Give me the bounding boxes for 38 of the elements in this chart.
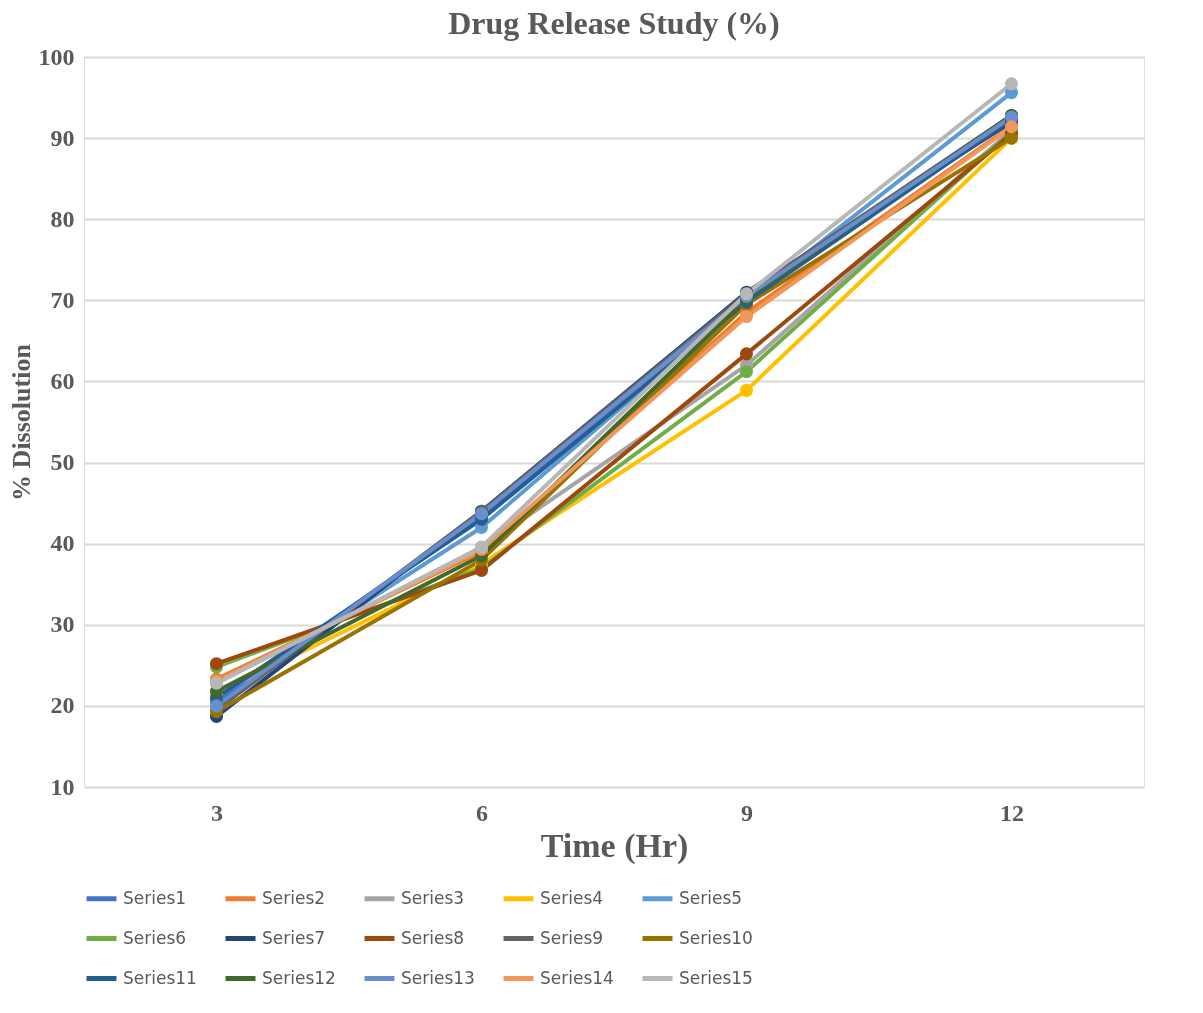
- legend-label: Series5: [679, 887, 743, 908]
- y-tick-label: 60: [50, 367, 75, 394]
- y-tick-label: 30: [50, 611, 75, 638]
- legend-label: Series10: [679, 927, 753, 948]
- y-tick-label: 50: [50, 449, 75, 476]
- legend-label: Series7: [262, 927, 326, 948]
- point: [739, 347, 754, 361]
- legend-label: Series4: [540, 887, 604, 908]
- legend-label: Series3: [401, 887, 465, 908]
- y-tick-label: 70: [50, 286, 75, 313]
- x-tick-label: 9: [741, 799, 753, 826]
- y-tick-label: 90: [50, 124, 75, 151]
- y-tick-label: 100: [38, 43, 75, 70]
- legend-label: Series13: [401, 967, 475, 988]
- legend-label: Series6: [123, 927, 187, 948]
- legend-label: Series15: [679, 967, 753, 988]
- legend-label: Series9: [540, 927, 604, 948]
- y-tick-label: 10: [50, 773, 75, 800]
- point: [739, 310, 754, 324]
- x-tick-label: 6: [476, 799, 488, 826]
- point: [739, 383, 754, 397]
- x-tick-label: 12: [1000, 799, 1024, 826]
- y-tick-label: 40: [50, 530, 75, 557]
- legend-label: Series1: [123, 887, 187, 908]
- y-tick-label: 20: [50, 692, 75, 719]
- y-tick-label: 80: [50, 205, 75, 232]
- point: [1004, 77, 1019, 91]
- chart-title: Drug Release Study (%): [448, 5, 780, 41]
- legend-label: Series12: [262, 967, 336, 988]
- x-axis-title: Time (Hr): [540, 826, 689, 865]
- legend-label: Series2: [262, 887, 326, 908]
- legend-label: Series8: [401, 927, 465, 948]
- point: [739, 365, 754, 379]
- point: [209, 699, 224, 713]
- x-tick-label: 3: [211, 799, 223, 826]
- y-axis-title: % Dissolution: [6, 343, 36, 501]
- legend-label: Series14: [540, 967, 614, 988]
- legend-label: Series11: [123, 967, 197, 988]
